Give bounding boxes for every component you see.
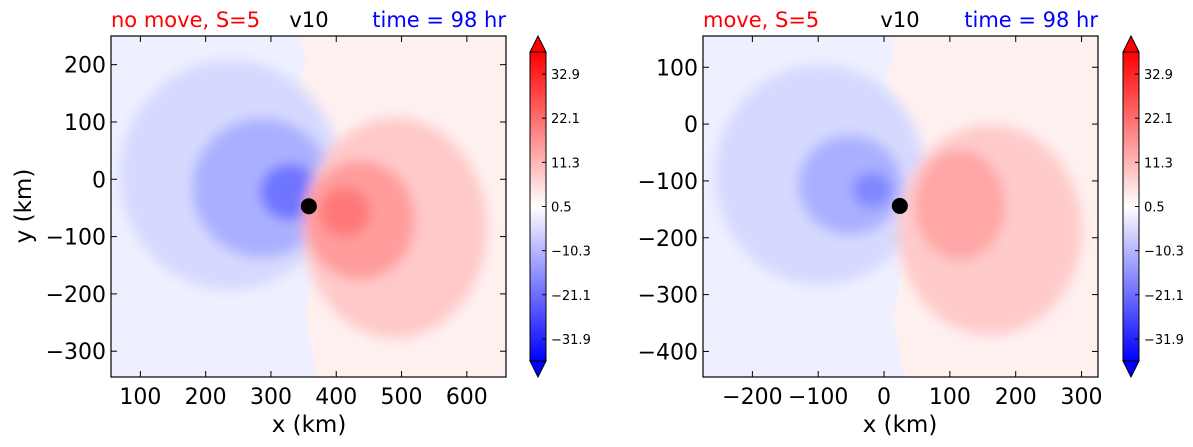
- panel-1-x-tick-label: 400: [315, 385, 357, 410]
- panel-1-y-tick-label: 200: [64, 54, 106, 79]
- panel-2-colorbar: 32.9 22.1 11.3 0.5 −10.3 −21.1 −31.9: [1122, 34, 1184, 379]
- panel-2-frame: [702, 35, 1099, 378]
- panel-1-y-tick-label: −100: [46, 226, 106, 251]
- panel-2-colorbar-ticks: 32.9 22.1 11.3 0.5 −10.3 −21.1 −31.9: [1135, 68, 1184, 348]
- panel-2-title-right: time = 98 hr: [964, 8, 1098, 32]
- panel-1-y-tick-label: −300: [46, 340, 106, 365]
- panel-2-colorbar-tick-label: −31.9: [1144, 333, 1184, 348]
- panel-2-x-tick-label: 100: [929, 385, 971, 410]
- panel-2-x-ticks: −200 −100 0 100 200 300: [722, 36, 1103, 410]
- panel-2-colorbar-tick-label: −10.3: [1144, 245, 1184, 260]
- panel-2-y-tick-label: −300: [638, 284, 698, 309]
- panel-2-colorbar-tick-label: 32.9: [1144, 68, 1173, 83]
- panel-2-y-tick-label: −200: [638, 227, 698, 252]
- panel-2-colorbar-tick-label: −21.1: [1144, 289, 1184, 304]
- panel-2-x-label: x (km): [863, 412, 938, 438]
- panel-1-y-ticks: 200 100 0 −100 −200 −300: [46, 54, 506, 365]
- panel-2-x-tick-label: 0: [877, 385, 891, 410]
- panel-1-y-tick-label: 0: [92, 168, 106, 193]
- panel-2-field: [703, 36, 1098, 377]
- panel-2-y-tick-label: 0: [684, 113, 698, 138]
- panel-1-colorbar-tick-label: 32.9: [551, 68, 580, 83]
- panel-2-y-ticks: 100 0 −100 −200 −300 −400: [638, 56, 1098, 365]
- panel-1-colorbar-tick-label: 22.1: [551, 112, 580, 127]
- panel-1-colorbar-tick-label: 11.3: [551, 156, 580, 171]
- panel-1-x-tick-label: 300: [250, 385, 292, 410]
- panel-1-x-ticks: 100 200 300 400 500 600: [119, 36, 488, 410]
- panel-2-colorbar-tick-label: 0.5: [1144, 201, 1165, 216]
- panel-1-colorbar: 32.9 22.1 11.3 0.5 −10.3 −21.1 −31.9: [529, 34, 591, 379]
- panel-2: −200 −100 0 100 200 300 1000−100−200−300−400 …: [638, 8, 1184, 438]
- panel-1-frame: [110, 35, 507, 378]
- panel-1-x-tick-label: 200: [185, 385, 227, 410]
- panel-2-x-tick-label: 300: [1061, 385, 1103, 410]
- panel-1-colorbar-tick-label: −21.1: [551, 289, 591, 304]
- panel-1-colorbar-ticks: 32.9 22.1 11.3 0.5 −10.3 −21.1 −31.9: [542, 68, 591, 348]
- panel-2-colorbar-tick-label: 22.1: [1144, 112, 1173, 127]
- panel-1-title-right: time = 98 hr: [372, 8, 506, 32]
- panel-1-colorbar-tick-label: −10.3: [551, 245, 591, 260]
- panel-1-x-tick-label: 500: [381, 385, 423, 410]
- panel-1: 100 200 300 400 500 600 200 100 0 −100 −200 −300 n…: [11, 8, 591, 438]
- panel-1-field: [111, 36, 506, 377]
- panel-1-x-label: x (km): [272, 412, 347, 438]
- panel-2-x-tick-label: −200: [722, 385, 782, 410]
- panel-1-y-tick-label: 100: [64, 111, 106, 136]
- panel-2-y-tick-label: −400: [638, 340, 698, 365]
- panel-1-title-left: no move, S=5: [111, 8, 260, 32]
- panel-1-x-tick-label: 600: [446, 385, 488, 410]
- panel-1-y-tick-label: −200: [46, 283, 106, 308]
- panel-2-y-tick-label: −100: [638, 170, 698, 195]
- panel-2-y-tick-label: 100: [656, 56, 698, 81]
- panel-1-center-marker: [300, 198, 317, 215]
- panel-2-title-center: v10: [880, 8, 919, 32]
- panel-1-title-center: v10: [289, 8, 328, 32]
- panel-2-center-marker: [891, 197, 908, 214]
- panel-1-colorbar-tick-label: −31.9: [551, 333, 591, 348]
- panel-1-colorbar-tick-label: 0.5: [551, 201, 572, 216]
- panel-2-x-tick-label: −100: [788, 385, 848, 410]
- panel-2-colorbar-tick-label: 11.3: [1144, 156, 1173, 171]
- panel-1-y-label: y (km): [11, 169, 37, 244]
- panel-2-x-tick-label: 200: [995, 385, 1037, 410]
- panel-2-title-left: move, S=5: [703, 8, 819, 32]
- panel-1-x-tick-label: 100: [119, 385, 161, 410]
